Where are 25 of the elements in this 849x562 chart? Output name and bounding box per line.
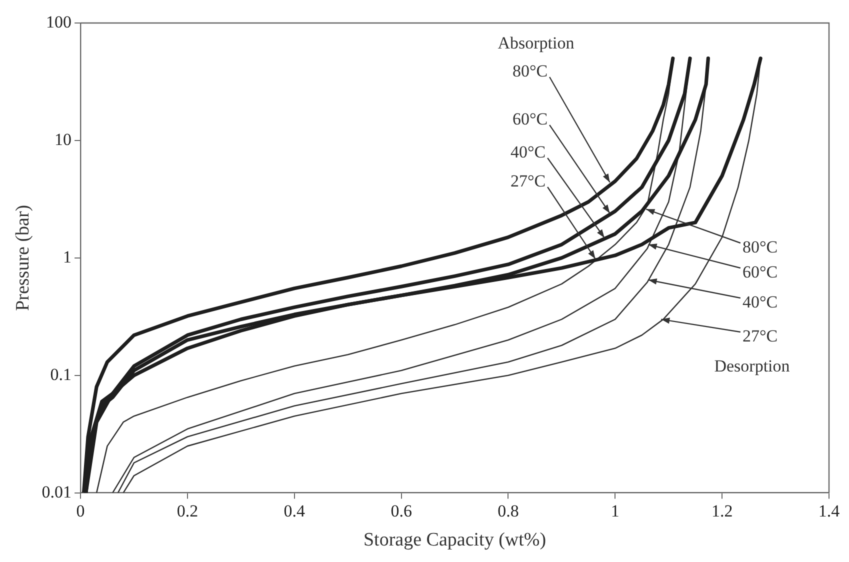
annotation: 40°C xyxy=(742,292,778,312)
x-tick-label: 0.6 xyxy=(390,501,412,520)
x-tick-label: 0 xyxy=(76,501,85,520)
annotation: 60°C xyxy=(742,262,778,282)
y-tick-label: 1 xyxy=(63,247,72,266)
y-tick-label: 100 xyxy=(46,12,72,32)
x-tick-label: 1.4 xyxy=(818,501,840,520)
annotation: Absorption xyxy=(498,33,575,52)
annotation: 27°C xyxy=(742,326,778,346)
x-axis-title: Storage Capacity (wt%) xyxy=(363,530,546,551)
annotation: Desorption xyxy=(714,356,790,376)
x-tick-label: 1 xyxy=(610,501,620,520)
annotation: 40°C xyxy=(510,142,546,162)
y-axis-title: Pressure (bar) xyxy=(12,204,34,311)
y-tick-label: 10 xyxy=(54,130,72,149)
x-tick-label: 0.8 xyxy=(498,501,519,520)
annotation: 80°C xyxy=(742,237,778,256)
annotation: 27°C xyxy=(510,171,546,190)
y-tick-label: 0.1 xyxy=(50,364,72,384)
y-tick-label: 0.01 xyxy=(42,482,72,502)
x-tick-label: 1.2 xyxy=(711,501,733,520)
annotation: 60°C xyxy=(512,109,548,128)
x-tick-label: 0.4 xyxy=(284,501,306,520)
annotation: 80°C xyxy=(512,61,548,80)
x-tick-label: 0.2 xyxy=(176,501,198,520)
